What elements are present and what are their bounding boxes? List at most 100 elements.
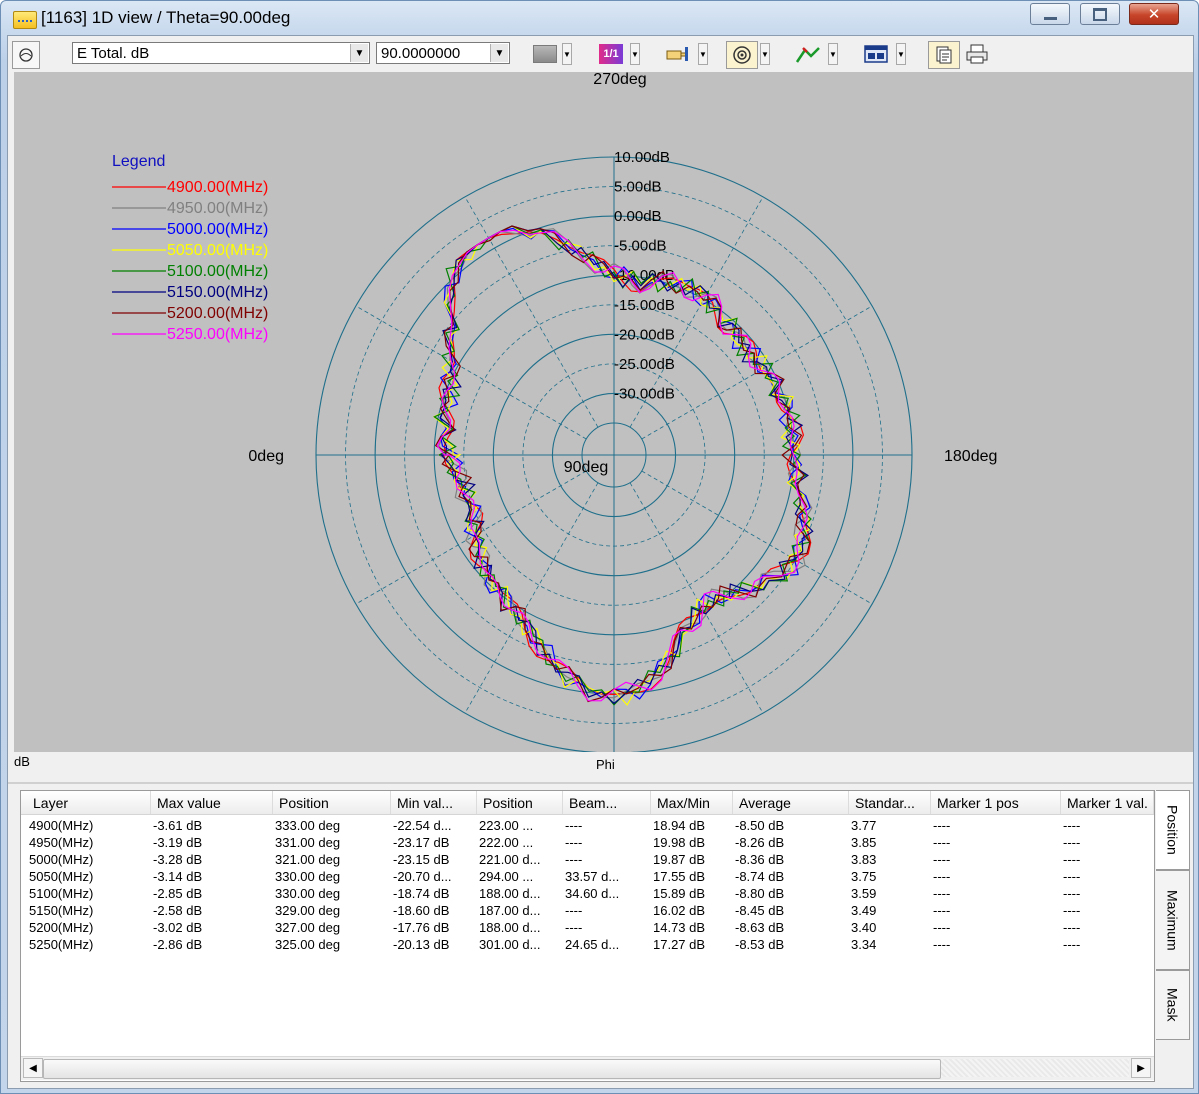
table-cell: -3.28 dB bbox=[153, 852, 203, 867]
display-dropdown[interactable]: ▼ bbox=[562, 41, 572, 67]
column-header[interactable]: Average bbox=[733, 791, 849, 814]
column-header[interactable]: Min val... bbox=[391, 791, 477, 814]
scale-button[interactable]: 1/1 bbox=[596, 41, 626, 67]
status-bar: dB Phi bbox=[14, 752, 1193, 774]
column-header[interactable]: Beam... bbox=[563, 791, 651, 814]
legend-label: 5250.00(MHz) bbox=[167, 326, 268, 343]
minimize-icon bbox=[1043, 16, 1057, 20]
target-button[interactable] bbox=[726, 41, 758, 69]
display-button[interactable] bbox=[530, 41, 560, 67]
column-header[interactable]: Position bbox=[273, 791, 391, 814]
column-header[interactable]: Standar... bbox=[849, 791, 931, 814]
table-cell: ---- bbox=[1063, 903, 1081, 918]
close-button[interactable]: ✕ bbox=[1129, 3, 1179, 25]
print-button[interactable] bbox=[962, 41, 992, 67]
table-row[interactable]: 5100(MHz) -2.85 dB 330.00 deg -18.74 dB 188.… bbox=[21, 886, 1154, 903]
window-title: [1163] 1D view / Theta=90.00deg bbox=[41, 8, 291, 27]
table-cell: ---- bbox=[565, 818, 583, 833]
window-layout-button[interactable] bbox=[860, 41, 892, 67]
maximize-button[interactable] bbox=[1080, 3, 1120, 25]
column-header[interactable]: Max value bbox=[151, 791, 273, 814]
table-cell: ---- bbox=[1063, 835, 1081, 850]
column-header[interactable]: Layer bbox=[27, 791, 151, 814]
maximize-icon bbox=[1093, 7, 1107, 21]
ring-label: -5.00dB bbox=[614, 238, 667, 255]
table-cell: -17.76 dB bbox=[393, 920, 450, 935]
table-row[interactable]: 4900(MHz) -3.61 dB 333.00 deg -22.54 d... 22… bbox=[21, 818, 1154, 835]
table-cell: ---- bbox=[1063, 920, 1081, 935]
polar-icon bbox=[19, 48, 33, 62]
splitter[interactable] bbox=[8, 782, 1193, 784]
table-row[interactable]: 5250(MHz) -2.86 dB 325.00 deg -20.13 dB 301.… bbox=[21, 937, 1154, 954]
table-cell: -23.17 dB bbox=[393, 835, 450, 850]
angle-select[interactable]: 90.0000000 ▼ bbox=[376, 42, 510, 64]
table-cell: 24.65 d... bbox=[565, 937, 620, 952]
table-cell: 15.89 dB bbox=[653, 886, 706, 901]
window-layout-dropdown[interactable]: ▼ bbox=[896, 41, 906, 67]
column-header[interactable]: Marker 1 pos bbox=[931, 791, 1061, 814]
table-cell: 3.34 bbox=[851, 937, 877, 952]
table-row[interactable]: 5200(MHz) -3.02 dB 327.00 deg -17.76 dB 188.… bbox=[21, 920, 1154, 937]
table-cell: 222.00 ... bbox=[479, 835, 534, 850]
horizontal-scrollbar[interactable]: ◀ ▶ bbox=[21, 1056, 1154, 1080]
target-dropdown[interactable]: ▼ bbox=[760, 41, 770, 67]
copy-button[interactable] bbox=[928, 41, 960, 69]
scroll-track[interactable] bbox=[941, 1059, 1129, 1077]
tab-maximum[interactable]: Maximum bbox=[1156, 870, 1190, 970]
document-copy-icon bbox=[936, 46, 952, 64]
table-cell: 5250(MHz) bbox=[29, 937, 94, 952]
table-cell: ---- bbox=[933, 852, 951, 867]
pointer-button[interactable] bbox=[662, 41, 694, 67]
table-cell: -2.58 dB bbox=[153, 903, 203, 918]
table-cell: ---- bbox=[933, 835, 951, 850]
table-row[interactable]: 5150(MHz) -2.58 dB 329.00 deg -18.60 dB 187.… bbox=[21, 903, 1154, 920]
table-row[interactable]: 4950(MHz) -3.19 dB 331.00 deg -23.17 dB 222.… bbox=[21, 835, 1154, 852]
polar-mode-button[interactable] bbox=[12, 41, 40, 69]
table-cell: 3.83 bbox=[851, 852, 877, 867]
chevron-down-icon: ▼ bbox=[350, 44, 368, 62]
polar-plot-area[interactable]: 10.00dB 5.00dB 0.00dB -5.00dB -10.00dB -15.00… bbox=[14, 71, 1193, 754]
table-cell: 333.00 deg bbox=[275, 818, 341, 833]
table-cell: 5100(MHz) bbox=[29, 886, 94, 901]
table-cell: -20.13 dB bbox=[393, 937, 450, 952]
grid-spoke bbox=[355, 305, 587, 440]
chevron-down-icon: ▼ bbox=[760, 43, 770, 65]
curve-dropdown[interactable]: ▼ bbox=[828, 41, 838, 67]
table-cell: 329.00 deg bbox=[275, 903, 341, 918]
table-cell: 5150(MHz) bbox=[29, 903, 94, 918]
tab-mask[interactable]: Mask bbox=[1156, 970, 1190, 1040]
table-cell: 188.00 d... bbox=[479, 920, 541, 935]
chevron-down-icon: ▼ bbox=[828, 43, 838, 65]
table-cell: 5200(MHz) bbox=[29, 920, 94, 935]
table-cell: 221.00 d... bbox=[479, 852, 541, 867]
table-cell: -22.54 d... bbox=[393, 818, 452, 833]
minimize-button[interactable] bbox=[1030, 3, 1070, 25]
table-cell: 321.00 deg bbox=[275, 852, 341, 867]
table-cell: 18.94 dB bbox=[653, 818, 706, 833]
scroll-thumb[interactable] bbox=[43, 1059, 941, 1079]
client-area: E Total. dB ▼ 90.0000000 ▼ ▼ 1/1 ▼ ▼ ▼ bbox=[7, 35, 1194, 1089]
arrow-right-icon: ▶ bbox=[1137, 1062, 1145, 1074]
tab-position[interactable]: Position bbox=[1156, 790, 1190, 870]
table-cell: ---- bbox=[1063, 937, 1081, 952]
window-layout-icon bbox=[864, 45, 888, 63]
column-header[interactable]: Position bbox=[477, 791, 563, 814]
scale-dropdown[interactable]: ▼ bbox=[630, 41, 640, 67]
column-header[interactable]: Max/Min bbox=[651, 791, 733, 814]
curve-button[interactable] bbox=[792, 41, 824, 67]
table-cell: -8.26 dB bbox=[735, 835, 785, 850]
table-cell: 33.57 d... bbox=[565, 869, 620, 884]
scroll-right-button[interactable]: ▶ bbox=[1131, 1058, 1151, 1078]
title-bar[interactable]: [1163] 1D view / Theta=90.00deg ✕ bbox=[1, 1, 1198, 35]
grid-spoke bbox=[355, 470, 587, 605]
table-cell: -8.74 dB bbox=[735, 869, 785, 884]
scale-label: 1/1 bbox=[599, 44, 623, 64]
quantity-select[interactable]: E Total. dB ▼ bbox=[72, 42, 370, 64]
scroll-left-button[interactable]: ◀ bbox=[23, 1058, 43, 1078]
pointer-dropdown[interactable]: ▼ bbox=[698, 41, 708, 67]
statistics-table: Layer Max value Position Min val... Position… bbox=[20, 790, 1155, 1082]
column-header[interactable]: Marker 1 val. bbox=[1061, 791, 1154, 814]
table-cell: 4900(MHz) bbox=[29, 818, 94, 833]
table-row[interactable]: 5000(MHz) -3.28 dB 321.00 deg -23.15 dB 221.… bbox=[21, 852, 1154, 869]
table-row[interactable]: 5050(MHz) -3.14 dB 330.00 deg -20.70 d... 29… bbox=[21, 869, 1154, 886]
